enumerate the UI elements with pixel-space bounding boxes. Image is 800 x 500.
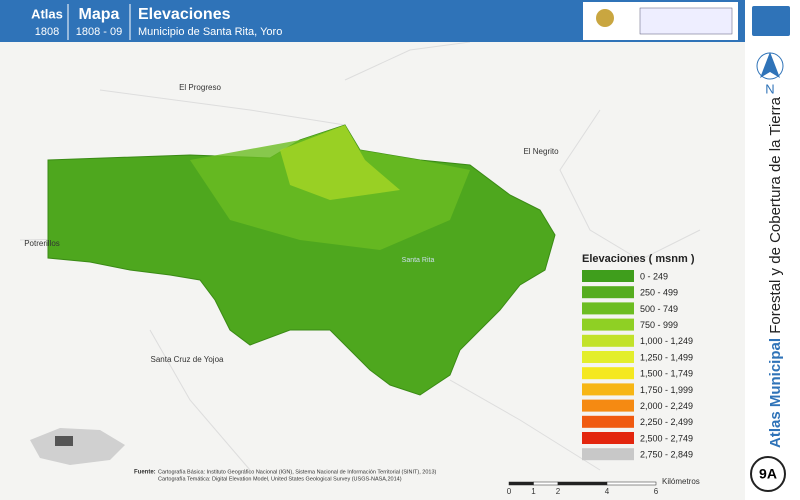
atlas-title-bold: Atlas Municipal — [767, 338, 784, 448]
legend-swatch — [582, 432, 634, 444]
inset-highlight — [55, 436, 73, 446]
legend-swatch — [582, 448, 634, 461]
subtitle: Municipio de Santa Rita, Yoro — [138, 26, 282, 38]
scale-segment — [557, 481, 608, 486]
legend-label: 250 - 499 — [640, 288, 678, 298]
legend-title: Elevaciones ( msnm ) — [582, 253, 695, 265]
legend-swatch — [582, 415, 634, 428]
legend-swatch — [582, 302, 634, 315]
scale-segment — [533, 481, 559, 486]
source-line: Cartografía Temática: Digital Elevation … — [158, 476, 402, 482]
page-badge — [750, 456, 786, 492]
scale-tick-label: 0 — [507, 487, 512, 496]
scale-segment — [508, 481, 534, 486]
north-arrow — [760, 52, 780, 78]
scale-bar: 0 1 2 4 6 — [507, 481, 659, 496]
atlas-number: 1808 — [35, 26, 59, 38]
source-line: Cartografía Básica: Instituto Geográfico… — [158, 469, 437, 475]
title: Elevaciones — [138, 6, 231, 23]
atlas-label: Atlas — [31, 6, 63, 21]
legend-swatch — [582, 334, 634, 347]
legend-label: 1,500 - 1,749 — [640, 369, 693, 379]
source-label: Fuente: — [134, 470, 156, 476]
side-panel: N Atlas Municipal Forestal y de Cobertur… — [750, 6, 790, 492]
mapa-label: Mapa — [79, 6, 120, 23]
scale-tick-label: 1 — [531, 487, 536, 496]
legend-label: 2,250 - 2,499 — [640, 417, 693, 427]
peak-area — [280, 125, 400, 200]
atlas-title: Atlas Municipal Forestal y de Cobertura … — [767, 96, 784, 448]
place-label: El Negrito — [523, 147, 559, 156]
legend-label: 0 - 249 — [640, 271, 668, 281]
place-label: Santa Rita — [402, 257, 435, 264]
legend-swatch — [582, 399, 634, 412]
legend-swatch — [582, 270, 634, 282]
scale-tick-label: 2 — [556, 487, 561, 496]
legend-label: 2,750 - 2,849 — [640, 450, 693, 460]
legend-label: 750 - 999 — [640, 320, 678, 330]
honduras-inset — [30, 428, 125, 465]
atlas-title-rest: Forestal y de Cobertura de la Tierra — [767, 96, 784, 333]
place-label: Santa Cruz de Yojoa — [151, 355, 224, 364]
page-number: 9A — [759, 466, 777, 482]
legend-label: 1,250 - 1,499 — [640, 352, 693, 362]
scale-tick-label: 6 — [654, 487, 659, 496]
logo-emblem — [596, 9, 614, 27]
north-label: N — [765, 81, 774, 96]
legend-label: 2,500 - 2,749 — [640, 433, 693, 443]
legend-swatch — [582, 318, 634, 331]
legend-label: 1,000 - 1,249 — [640, 336, 693, 346]
legend: 0 - 249 250 - 499 500 - 749 750 - 999 1,000 … — [582, 270, 693, 461]
place-label: Potrerillos — [24, 239, 60, 248]
legend-swatch — [582, 367, 634, 380]
legend-label: 500 - 749 — [640, 304, 678, 314]
north-ring — [756, 52, 784, 80]
header: Atlas 1808 Mapa 1808 - 09 Elevaciones Mu… — [0, 0, 745, 42]
book-icon — [752, 6, 790, 36]
place-label: El Progreso — [179, 83, 221, 92]
mapa-number: 1808 - 09 — [76, 26, 122, 38]
logo-icf — [639, 7, 733, 35]
legend-label: 2,000 - 2,249 — [640, 401, 693, 411]
scale-tick-label: 4 — [605, 487, 610, 496]
legend-swatch — [582, 286, 634, 299]
legend-label: 1,750 - 1,999 — [640, 385, 693, 395]
legend-swatch — [582, 351, 634, 363]
scale-unit: Kilómetros — [662, 477, 700, 486]
scale-segment — [606, 481, 657, 486]
legend-swatch — [582, 383, 634, 396]
